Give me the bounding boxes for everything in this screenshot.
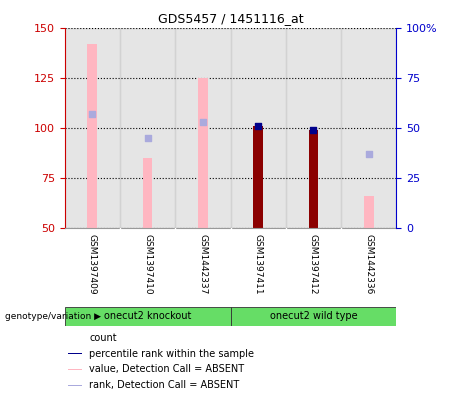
Bar — [68, 369, 82, 370]
Text: GSM1442336: GSM1442336 — [364, 234, 373, 295]
Bar — [65, 28, 120, 228]
Bar — [68, 385, 82, 386]
Bar — [120, 28, 175, 228]
Bar — [230, 28, 286, 228]
Point — [310, 127, 317, 133]
Text: GSM1397409: GSM1397409 — [88, 234, 97, 295]
Bar — [87, 44, 97, 228]
Title: GDS5457 / 1451116_at: GDS5457 / 1451116_at — [158, 12, 303, 25]
Bar — [286, 28, 341, 228]
Point — [144, 134, 151, 141]
Bar — [308, 130, 319, 228]
Point — [365, 151, 372, 157]
Bar — [198, 78, 208, 228]
Text: genotype/variation ▶: genotype/variation ▶ — [5, 312, 100, 321]
Bar — [364, 196, 374, 228]
Text: onecut2 knockout: onecut2 knockout — [104, 311, 191, 321]
Text: count: count — [89, 333, 117, 343]
Text: onecut2 wild type: onecut2 wild type — [270, 311, 357, 321]
Text: value, Detection Call = ABSENT: value, Detection Call = ABSENT — [89, 364, 244, 375]
Bar — [65, 307, 230, 326]
Point — [89, 110, 96, 117]
Bar — [341, 28, 396, 228]
Bar — [175, 28, 230, 228]
Text: GSM1442337: GSM1442337 — [198, 234, 207, 295]
Point — [254, 123, 262, 129]
Text: GSM1397411: GSM1397411 — [254, 234, 263, 295]
Bar — [142, 158, 153, 228]
Bar — [253, 126, 263, 228]
Text: GSM1397412: GSM1397412 — [309, 234, 318, 295]
Text: rank, Detection Call = ABSENT: rank, Detection Call = ABSENT — [89, 380, 239, 390]
Bar — [68, 353, 82, 354]
Text: percentile rank within the sample: percentile rank within the sample — [89, 349, 254, 359]
Bar — [230, 307, 396, 326]
Point — [199, 119, 207, 125]
Text: GSM1397410: GSM1397410 — [143, 234, 152, 295]
